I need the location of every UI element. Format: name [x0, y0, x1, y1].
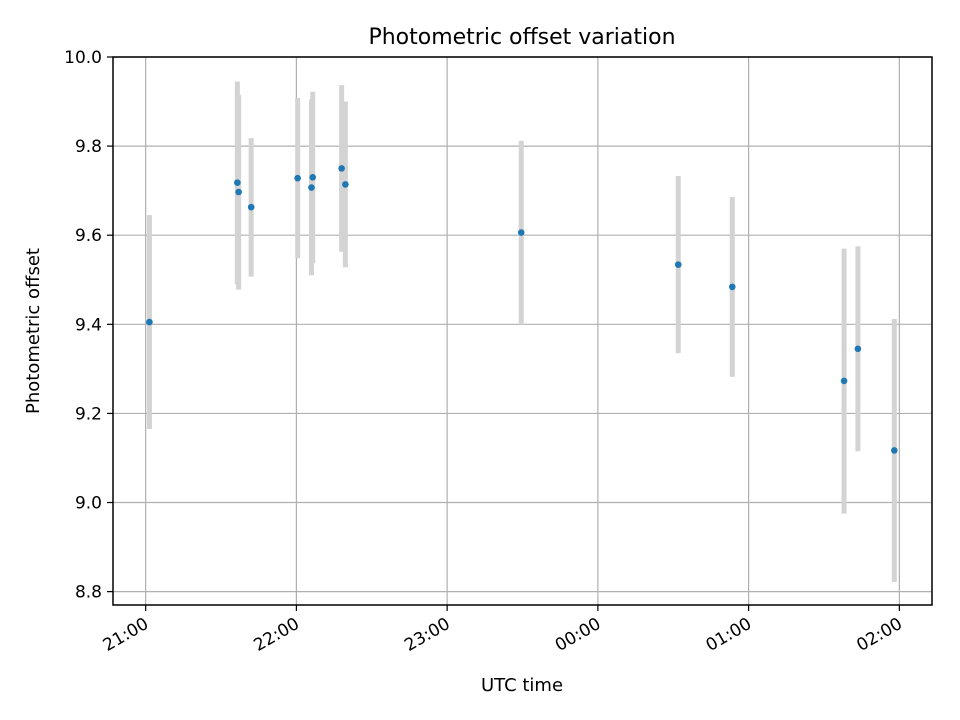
y-tick-label: 9.4	[75, 315, 102, 335]
data-point	[891, 447, 898, 454]
y-tick-label: 9.8	[75, 137, 102, 157]
data-point	[235, 188, 242, 196]
data-point	[234, 179, 241, 186]
data-point	[854, 345, 862, 353]
data-point	[728, 283, 736, 291]
data-point	[674, 261, 682, 268]
x-tick-label: 00:00	[552, 614, 604, 656]
data-point	[342, 181, 349, 188]
y-tick-label: 8.8	[75, 583, 102, 603]
x-axis-label: UTC time	[481, 675, 563, 696]
data-points	[146, 165, 898, 454]
data-point	[308, 184, 315, 191]
x-tick-label: 02:00	[853, 614, 905, 656]
y-tick-label: 10.0	[64, 48, 102, 68]
x-tick-label: 21:00	[100, 614, 152, 656]
data-point	[146, 318, 153, 326]
y-axis-label: Photometric offset	[23, 248, 44, 414]
data-point	[294, 174, 301, 182]
x-tick-label: 22:00	[250, 614, 302, 656]
plot-frame	[112, 56, 933, 606]
x-tick-label: 23:00	[401, 614, 453, 656]
y-tick-label: 9.2	[75, 404, 102, 424]
data-point	[517, 229, 525, 236]
data-point	[840, 377, 848, 385]
data-point	[247, 203, 255, 211]
chart-title: Photometric offset variation	[368, 25, 675, 50]
y-tick-label: 9.0	[75, 494, 102, 514]
data-point	[338, 165, 345, 172]
y-tick-label: 9.6	[75, 226, 102, 246]
error-bars	[146, 81, 897, 582]
data-point	[309, 173, 317, 181]
x-tick-label: 01:00	[703, 614, 755, 656]
axis-ticks: 8.8 9.0 9.2 9.4 9.6 9.8 10.0 21:00 22:00 23:00 00:…	[64, 48, 906, 656]
